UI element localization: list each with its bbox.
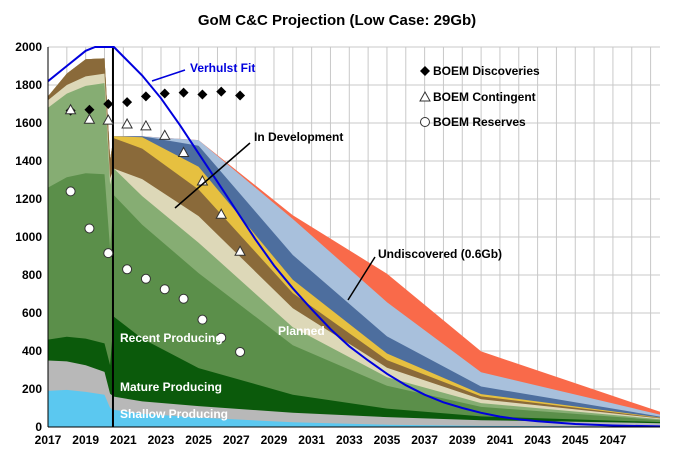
x-tick-label-2029: 2029 <box>261 433 288 447</box>
y-tick-label-1600: 1600 <box>15 116 42 130</box>
y-tick-labels: 0 200 400 600 800 1000 1200 1400 1600 1800 2000 <box>15 40 42 434</box>
undiscovered-pointer-line <box>347 256 376 301</box>
boem-contingent-point-1 <box>83 113 96 124</box>
boem-contingent-point-3 <box>121 117 133 129</box>
in-development-pointer-line <box>174 142 251 209</box>
x-tick-label-2035: 2035 <box>374 433 401 447</box>
annotation-shallow-producing: Shallow Producing <box>120 407 228 421</box>
annotation-mature-producing: Mature Producing <box>120 380 222 394</box>
y-tick-label-400: 400 <box>22 344 42 358</box>
boem-reserves-point-1 <box>84 223 95 234</box>
axes-frame <box>47 47 660 428</box>
area-layer-3 <box>48 173 660 427</box>
boem-discoveries-point-6 <box>178 87 189 98</box>
boem-reserves-point-7 <box>197 314 208 325</box>
x-tick-label-2025: 2025 <box>185 433 212 447</box>
verhulst-layer <box>47 46 661 428</box>
y-tick-label-200: 200 <box>22 382 42 396</box>
x-tick-label-2023: 2023 <box>148 433 175 447</box>
x-tick-label-2021: 2021 <box>110 433 137 447</box>
legend-label-boem-contingent: BOEM Contingent <box>433 90 536 104</box>
boem-reserves-point-8 <box>216 332 227 343</box>
legend-label-boem-reserves: BOEM Reserves <box>433 115 526 129</box>
legend-label-boem-discoveries: BOEM Discoveries <box>433 64 540 78</box>
boem-contingent-point-5 <box>158 129 171 140</box>
verhulst-curve <box>47 46 661 428</box>
boem-discoveries-point-2 <box>103 99 114 109</box>
boem-reserves-point-5 <box>159 284 170 295</box>
boem-contingent-point-6 <box>177 146 190 157</box>
y-tick-label-0: 0 <box>35 420 42 434</box>
boem-discoveries-point-8 <box>216 86 227 97</box>
x-tick-label-2031: 2031 <box>298 433 325 447</box>
y-tick-label-600: 600 <box>22 306 42 320</box>
verhulst-pointer-line <box>151 69 186 82</box>
annotation-undiscovered-0-6gb: Undiscovered (0.6Gb) <box>378 247 502 261</box>
y-tick-label-2000: 2000 <box>15 40 42 54</box>
boem-discoveries-point-4 <box>140 91 151 102</box>
legend-marker-boem-reserves <box>420 117 430 127</box>
annotation-recent-producing: Recent Producing <box>120 331 223 345</box>
x-tick-label-2027: 2027 <box>223 433 250 447</box>
x-tick-label-2043: 2043 <box>524 433 551 447</box>
legend-marker-boem-discoveries <box>420 66 430 76</box>
x-tick-label-2017: 2017 <box>35 433 62 447</box>
annotation-planned: Planned <box>278 324 325 338</box>
area-layers <box>48 58 660 428</box>
x-tick-label-2037: 2037 <box>411 433 438 447</box>
boem-contingent-point-2 <box>102 114 115 125</box>
x-tick-label-2033: 2033 <box>336 433 363 447</box>
x-tick-label-2019: 2019 <box>72 433 99 447</box>
boem-discoveries-point-7 <box>197 89 208 100</box>
annotation-layer: Verhulst Fit In Development Undiscovered (… <box>120 61 502 421</box>
boem-reserves-point-4 <box>140 273 151 284</box>
y-tick-label-800: 800 <box>22 268 42 282</box>
legend: BOEM Discoveries BOEM Contingent BOEM Rese… <box>419 64 540 129</box>
y-tick-label-1000: 1000 <box>15 230 42 244</box>
boem-contingent-point-9 <box>234 245 246 256</box>
y-tick-label-1200: 1200 <box>15 192 42 206</box>
boem-reserves-point-0 <box>65 186 76 197</box>
boem-discoveries-point-1 <box>84 104 95 115</box>
boem-discoveries-point-9 <box>235 90 246 101</box>
annotation-in-development: In Development <box>254 130 343 144</box>
boem-contingent-point-0 <box>64 103 77 115</box>
boem-contingent-point-4 <box>140 119 152 131</box>
boem-reserves-point-3 <box>122 264 133 275</box>
area-shallow-producing <box>48 389 660 427</box>
boem-contingent-point-8 <box>215 208 228 219</box>
x-tick-labels: 2017 2019 2021 2023 2025 2027 2029 2031 2033 2035… <box>35 433 627 447</box>
boem-discoveries-point-5 <box>159 88 170 99</box>
annotation-verhulst-fit: Verhulst Fit <box>190 61 255 75</box>
area-recent-producing <box>48 316 660 427</box>
area-mature-producing <box>48 360 660 427</box>
y-tick-label-1400: 1400 <box>15 154 42 168</box>
y-tick-label-1800: 1800 <box>15 78 42 92</box>
boem-discoveries-point-3 <box>122 97 133 108</box>
marker-layer <box>64 86 246 357</box>
legend-marker-boem-contingent <box>419 90 431 102</box>
boem-reserves-point-2 <box>103 248 114 259</box>
x-tick-label-2045: 2045 <box>562 433 589 447</box>
boem-reserves-point-6 <box>178 293 189 304</box>
x-tick-label-2039: 2039 <box>449 433 476 447</box>
boem-reserves-point-9 <box>235 346 246 357</box>
x-tick-label-2041: 2041 <box>487 433 514 447</box>
x-tick-label-2047: 2047 <box>600 433 627 447</box>
chart-title: GoM C&C Projection (Low Case: 29Gb) <box>198 12 476 29</box>
